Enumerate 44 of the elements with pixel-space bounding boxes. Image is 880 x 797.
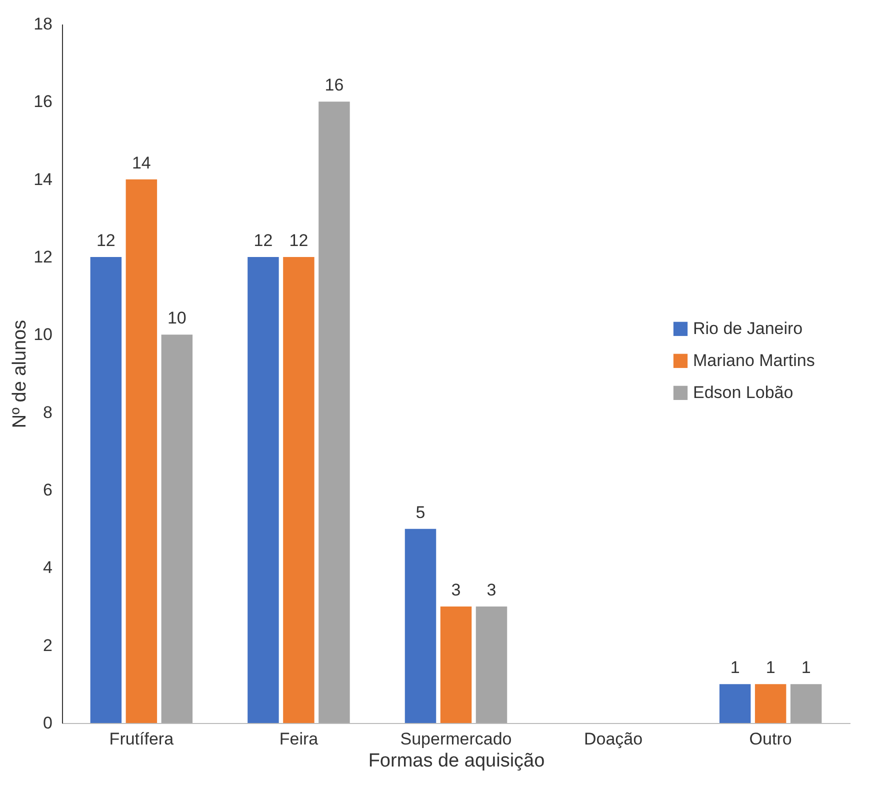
data-label: 12 — [254, 231, 273, 250]
y-tick-label: 12 — [34, 248, 52, 266]
y-tick-label: 0 — [43, 714, 52, 732]
y-tick-label: 16 — [34, 92, 52, 112]
data-label: 14 — [132, 153, 151, 172]
legend-label: Edson Lobão — [693, 382, 794, 402]
data-label: 10 — [167, 308, 186, 328]
y-axis-title: Nº de alunos — [10, 320, 31, 428]
bar — [283, 257, 314, 723]
data-label: 12 — [289, 231, 308, 250]
legend-label: Rio de Janeiro — [693, 318, 803, 338]
x-tick-label: Frutífera — [109, 730, 174, 748]
x-tick-label: Feira — [279, 730, 319, 748]
bar — [248, 257, 279, 723]
bar — [161, 334, 193, 723]
data-label: 5 — [416, 502, 426, 522]
bar — [318, 102, 350, 723]
data-label: 12 — [96, 231, 116, 250]
bar — [754, 684, 786, 723]
bar — [476, 606, 508, 723]
data-label: 3 — [486, 580, 496, 600]
bar — [440, 606, 472, 723]
bar — [126, 179, 158, 723]
data-label: 1 — [766, 658, 776, 678]
data-label: 16 — [324, 76, 344, 95]
y-tick-label: 14 — [34, 170, 52, 189]
bar — [719, 684, 751, 723]
data-label: 1 — [801, 658, 811, 678]
y-tick-label: 8 — [43, 402, 52, 422]
x-tick-label: Outro — [749, 730, 792, 748]
data-label: 1 — [730, 658, 740, 678]
bar — [90, 257, 122, 723]
y-tick-label: 4 — [43, 558, 52, 578]
y-tick-label: 2 — [43, 636, 52, 655]
x-axis-title: Formas de aquisição — [368, 750, 545, 772]
y-tick-label: 6 — [43, 480, 52, 500]
legend-label: Mariano Martins — [693, 350, 815, 370]
bar — [790, 684, 822, 723]
data-label: 3 — [451, 580, 461, 600]
x-tick-label: Supermercado — [400, 730, 512, 748]
bar — [404, 528, 436, 723]
x-tick-label: Doação — [584, 730, 643, 748]
y-tick-label: 10 — [34, 325, 52, 344]
y-tick-label: 18 — [34, 14, 52, 34]
